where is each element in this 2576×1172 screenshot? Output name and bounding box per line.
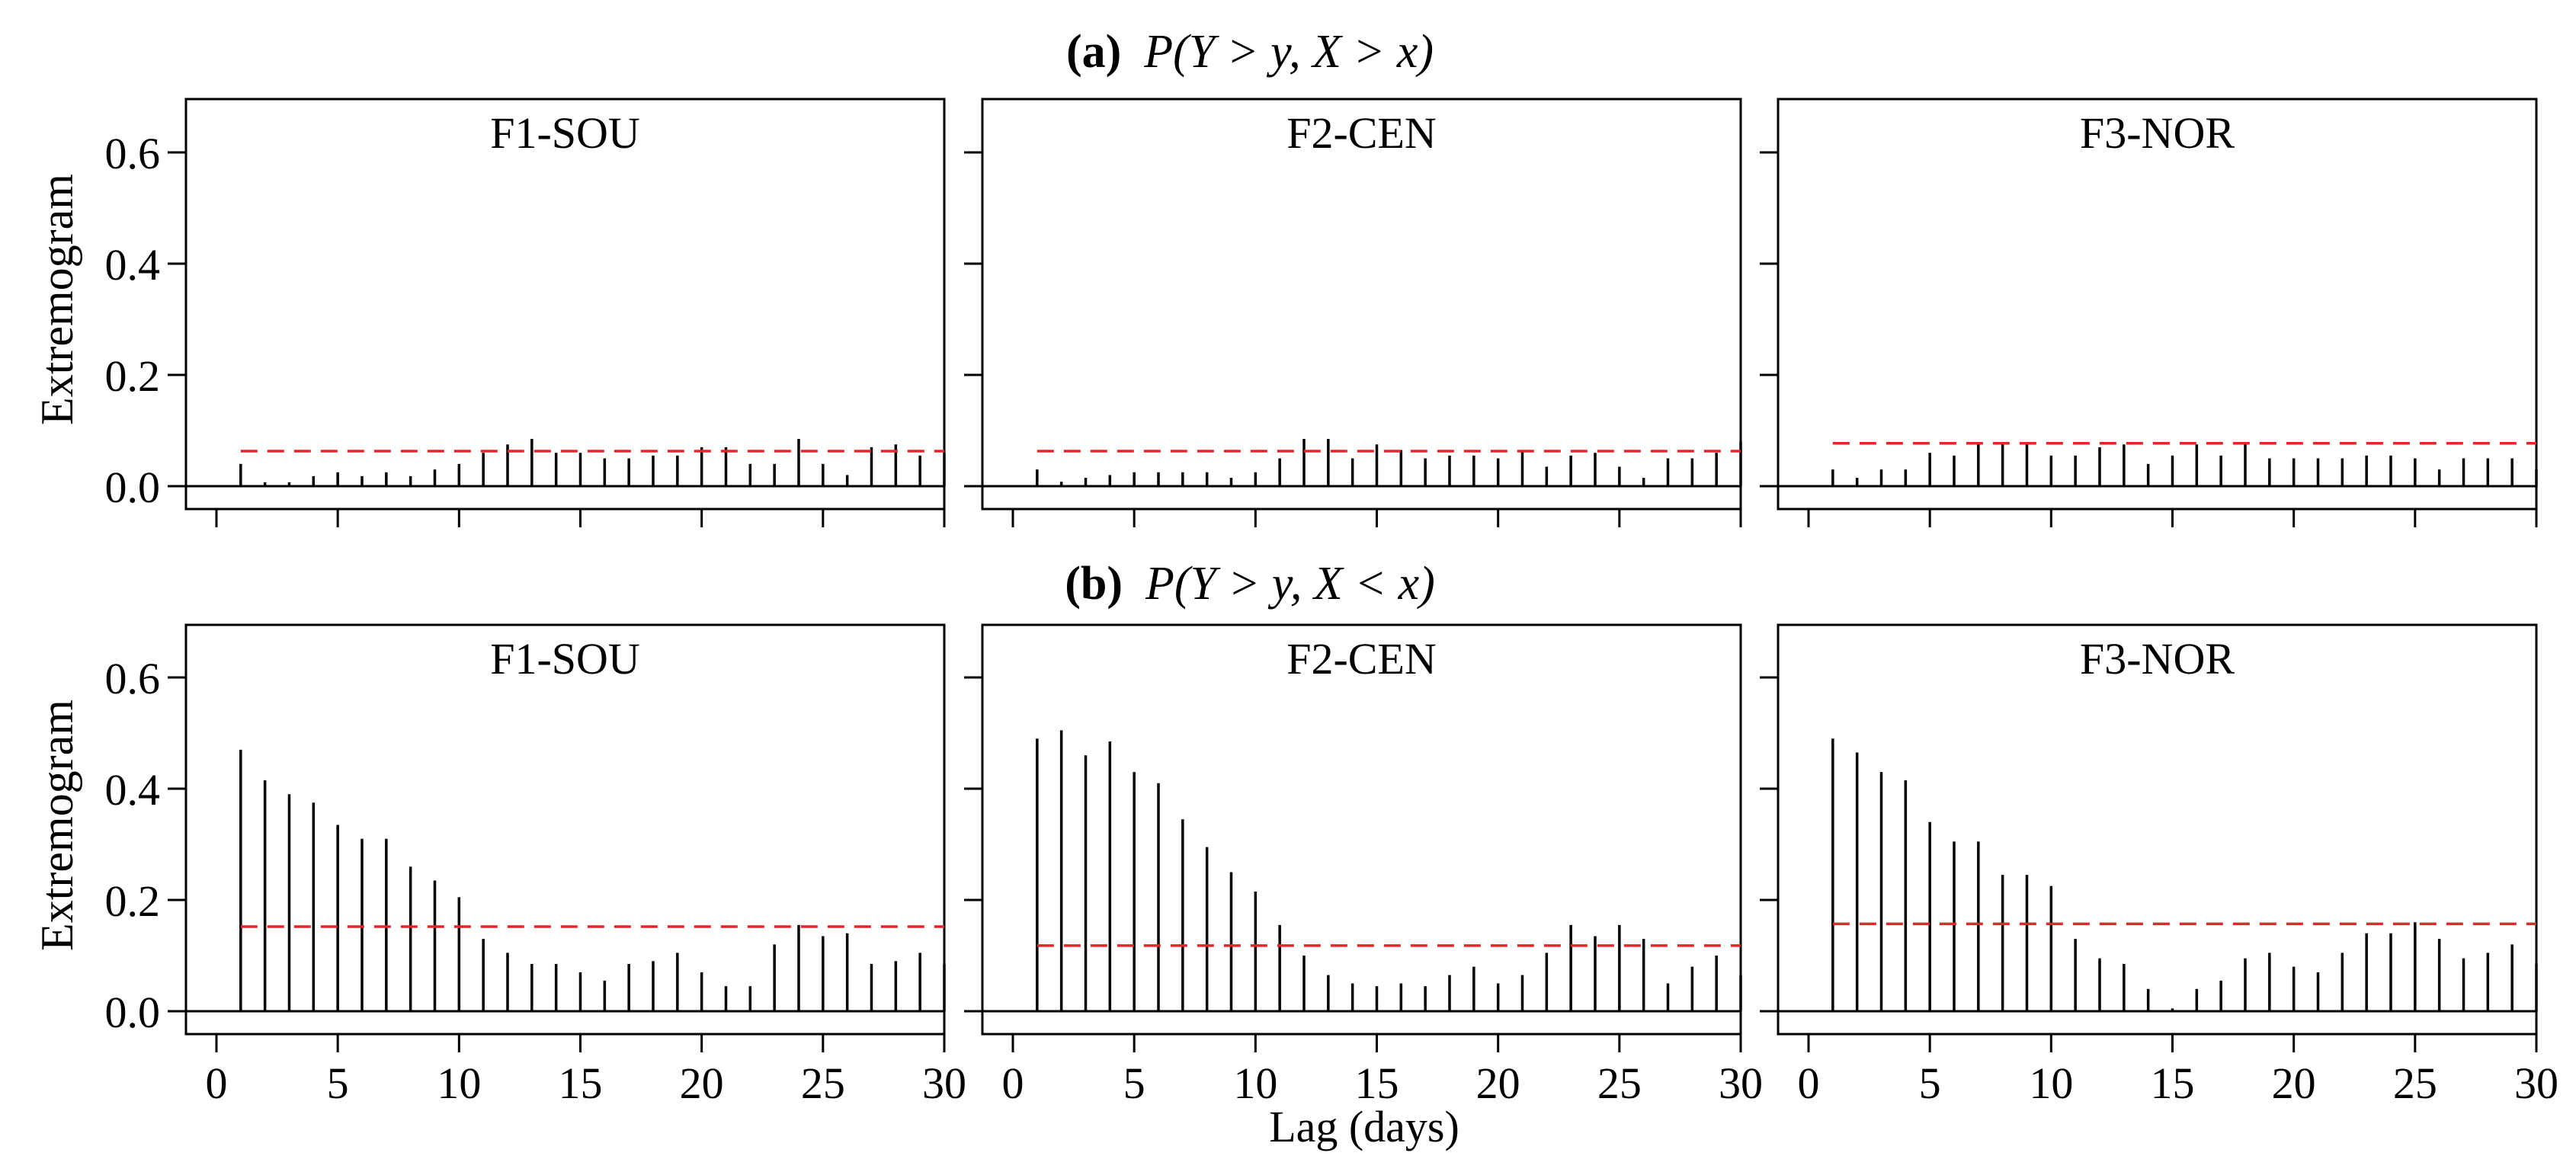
panel-b-1-x-tick-label: 15: [559, 1058, 603, 1108]
panel-b-3-x-tick-label: 30: [2514, 1058, 2558, 1108]
panel-b-1-x-tick-label: 20: [680, 1058, 724, 1108]
panel-b-1-y-tick-label: 0.6: [105, 654, 161, 703]
panel-b-1-x-tick-label: 30: [922, 1058, 966, 1108]
panel-b-1-x-tick-label: 10: [437, 1058, 481, 1108]
panel-a-2-title: F2-CEN: [1286, 108, 1437, 158]
panel-a-3-frame: [1777, 98, 2538, 511]
panel-b-2-x-tick-label: 15: [1355, 1058, 1399, 1108]
panel-b-1-y-tick-label: 0.0: [105, 988, 161, 1037]
panel-b-1-x-tick-label: 5: [327, 1058, 349, 1108]
panel-b-2-x-tick-label: 5: [1123, 1058, 1145, 1108]
panel-b-1-x-tick-label: 25: [801, 1058, 845, 1108]
panel-b-3-x-tick-label: 20: [2272, 1058, 2316, 1108]
panel-b-1: 0.0 0.2 0.4 0.6 0 5 10 15 20 25 30 F1-SOU: [105, 623, 966, 1108]
row-title-a: (a) P(Y > y, X > x): [1066, 26, 1434, 78]
row-title-b-letter: (b): [1065, 558, 1123, 610]
panel-b-3-x-tick-label: 5: [1919, 1058, 1941, 1108]
panel-b-2-frame: [981, 623, 1742, 1036]
panel-a-3-title: F3-NOR: [2080, 108, 2235, 158]
panel-b-1-frame: [184, 623, 946, 1036]
panel-a-2-frame: [981, 98, 1742, 511]
panel-a-1-y-tick-label: 0.4: [105, 240, 161, 290]
panel-b-1-y-tick-label: 0.4: [105, 765, 161, 815]
panel-b-2-x-tick-label: 25: [1597, 1058, 1642, 1108]
x-axis-label: Lag (days): [1269, 1102, 1459, 1151]
panel-b-3-title: F3-NOR: [2080, 634, 2235, 684]
panel-a-3: F3-NOR: [1760, 98, 2538, 527]
panel-b-2-x-tick-label: 30: [1719, 1058, 1763, 1108]
panel-b-3-frame: [1777, 623, 2538, 1036]
panel-b-3: 0 5 10 15 20 25 30 F3-NOR: [1760, 623, 2558, 1108]
panel-b-3-x-tick-label: 10: [2029, 1058, 2073, 1108]
panel-b-2: 0 5 10 15 20 25 30 F2-CEN: [964, 623, 1763, 1108]
panel-b-3-x-tick-label: 0: [1798, 1058, 1820, 1108]
panel-b-2-x-tick-label: 20: [1476, 1058, 1520, 1108]
panel-a-1-y-tick-label: 0.6: [105, 129, 161, 178]
panel-b-1-title: F1-SOU: [490, 634, 640, 684]
panel-a-1-y-tick-label: 0.2: [105, 351, 161, 401]
row-title-a-expr: P(Y > y, X > x): [1143, 26, 1434, 78]
row-title-b-expr: P(Y > y, X < x): [1145, 558, 1435, 610]
panel-b-2-x-tick-label: 0: [1002, 1058, 1024, 1108]
panel-b-1-y-tick-label: 0.2: [105, 876, 161, 926]
panel-a-1: 0.0 0.2 0.4 0.6 F1-SOU: [105, 98, 946, 527]
row-title-b: (b) P(Y > y, X < x): [1065, 558, 1435, 610]
panel-a-2: F2-CEN: [964, 98, 1742, 527]
panel-b-3-x-tick-label: 15: [2151, 1058, 2195, 1108]
panel-b-1-x-tick-label: 0: [206, 1058, 228, 1108]
panel-b-2-title: F2-CEN: [1286, 634, 1437, 684]
row-title-a-letter: (a): [1066, 26, 1121, 78]
panel-b-3-x-tick-label: 25: [2393, 1058, 2437, 1108]
panel-b-2-x-tick-label: 10: [1233, 1058, 1277, 1108]
y-axis-label-b: Extremogram: [32, 700, 82, 951]
panel-a-1-title: F1-SOU: [490, 108, 640, 158]
y-axis-label-a: Extremogram: [32, 174, 82, 425]
panels-group: 0.00.20.40.6 F1-SOU F2-CEN F3-NOR0.00.20.40…: [105, 98, 2558, 1108]
panel-a-1-frame: [184, 98, 946, 511]
panel-a-1-y-tick-label: 0.0: [105, 463, 161, 512]
